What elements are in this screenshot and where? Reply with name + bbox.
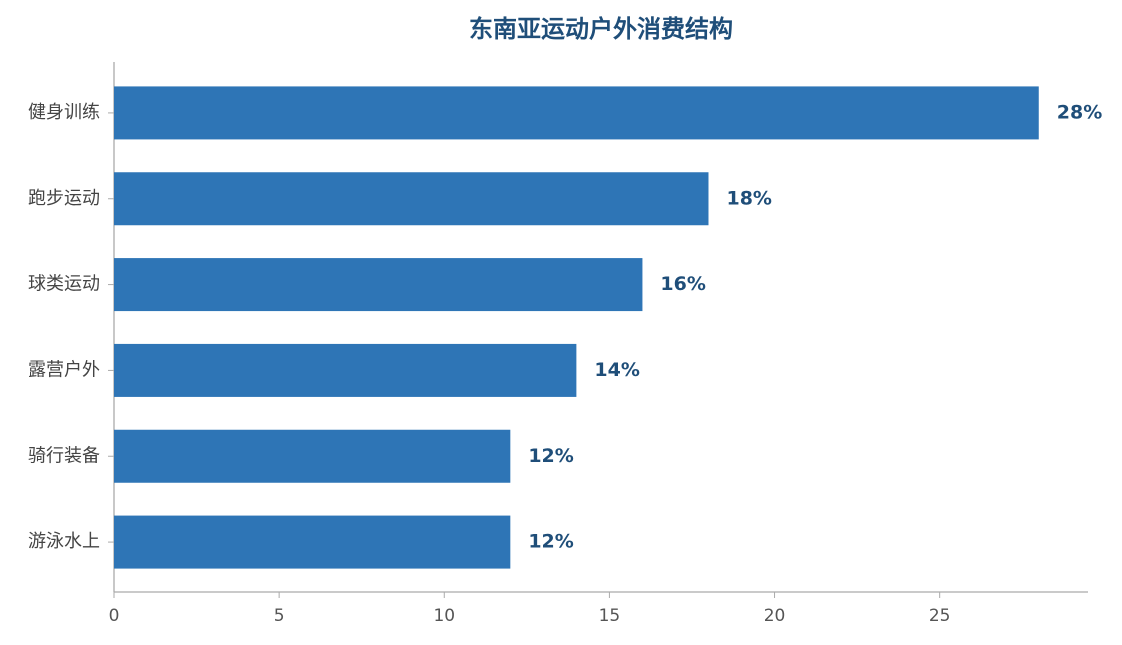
x-tick-label: 25 — [929, 606, 951, 626]
x-tick-label: 0 — [109, 606, 120, 626]
value-label: 14% — [594, 359, 639, 381]
y-tick-label: 露营户外 — [28, 359, 100, 380]
y-tick-label: 骑行装备 — [28, 445, 100, 466]
x-tick-label: 15 — [599, 606, 621, 626]
y-tick-label: 游泳水上 — [28, 531, 100, 552]
value-label: 16% — [660, 273, 705, 295]
bar — [114, 343, 577, 397]
bar — [114, 86, 1039, 140]
bar — [114, 172, 709, 226]
y-tick-label: 跑步运动 — [28, 188, 100, 209]
value-label: 18% — [726, 187, 771, 209]
x-tick-label: 20 — [764, 606, 786, 626]
value-label: 12% — [528, 445, 573, 467]
bar — [114, 515, 511, 569]
x-tick-label: 10 — [433, 606, 455, 626]
y-tick-label: 健身训练 — [28, 102, 100, 123]
x-tick-label: 5 — [274, 606, 285, 626]
bar — [114, 429, 511, 483]
chart-title: 东南亚运动户外消费结构 — [469, 15, 733, 43]
bar — [114, 258, 643, 312]
value-label: 12% — [528, 531, 573, 553]
y-tick-label: 球类运动 — [28, 274, 100, 295]
value-label: 28% — [1057, 101, 1102, 123]
